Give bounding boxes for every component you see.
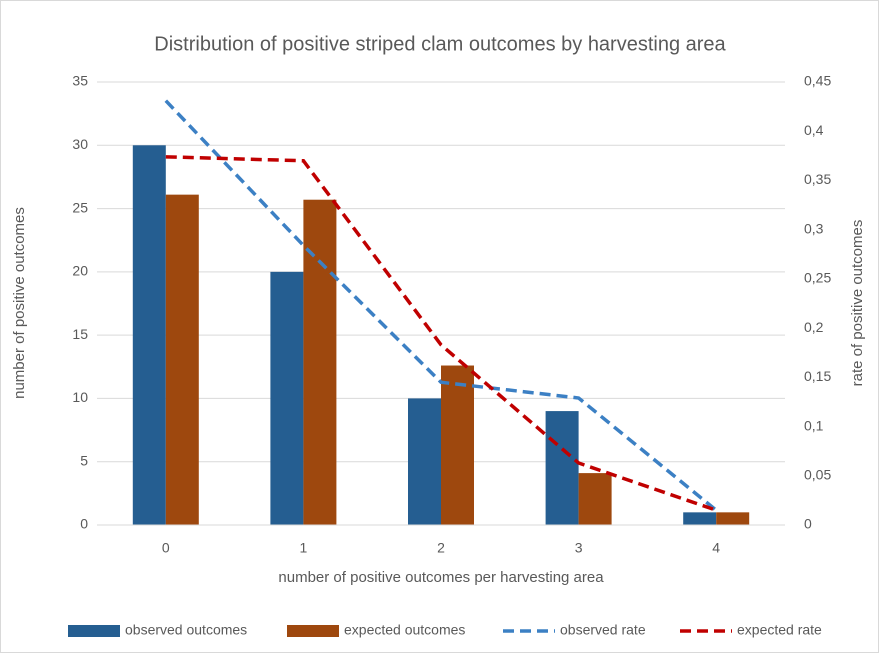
bar bbox=[270, 271, 304, 525]
y2-axis-label: rate of positive outcomes bbox=[849, 220, 866, 387]
y2-tick-label: 0,35 bbox=[804, 171, 831, 187]
y2-tick-label: 0,3 bbox=[804, 220, 824, 236]
line-series bbox=[165, 155, 717, 512]
bar bbox=[165, 194, 199, 526]
y-tick-label: 35 bbox=[72, 73, 88, 89]
chart-title: Distribution of positive striped clam ou… bbox=[154, 33, 726, 55]
legend-label: observed rate bbox=[560, 622, 646, 638]
y2-tick-label: 0,05 bbox=[804, 466, 831, 482]
bar bbox=[408, 398, 441, 525]
x-tick-label: 2 bbox=[437, 540, 445, 556]
y2-tick-label: 0 bbox=[804, 516, 812, 532]
legend-label: observed outcomes bbox=[125, 622, 247, 638]
bar bbox=[545, 411, 579, 525]
bar bbox=[716, 512, 750, 525]
bar bbox=[683, 512, 717, 525]
x-tick-label: 4 bbox=[712, 540, 720, 556]
bar bbox=[441, 365, 474, 525]
y-tick-label: 20 bbox=[72, 263, 88, 279]
y2-tick-label: 0,25 bbox=[804, 270, 831, 286]
y-tick-label: 5 bbox=[80, 452, 88, 468]
bar bbox=[578, 473, 612, 525]
x-tick-label: 0 bbox=[162, 540, 170, 556]
legend-label: expected outcomes bbox=[344, 622, 465, 638]
bar bbox=[303, 199, 337, 525]
y2-tick-label: 0,1 bbox=[804, 417, 824, 433]
y2-tick-label: 0,2 bbox=[804, 319, 824, 335]
y-tick-label: 15 bbox=[72, 326, 88, 342]
y-tick-label: 10 bbox=[72, 389, 88, 405]
x-tick-label: 3 bbox=[575, 540, 583, 556]
y2-tick-label: 0,4 bbox=[804, 122, 824, 138]
y-tick-label: 30 bbox=[72, 136, 88, 152]
y-axis-label: number of positive outcomes bbox=[11, 207, 28, 399]
line-series bbox=[164, 99, 718, 512]
y-tick-label: 0 bbox=[80, 516, 88, 532]
legend-label: expected rate bbox=[737, 622, 822, 638]
y2-tick-label: 0,45 bbox=[804, 73, 831, 89]
legend-swatch bbox=[287, 625, 339, 637]
y-tick-label: 25 bbox=[72, 199, 88, 215]
bar bbox=[132, 145, 166, 526]
y2-tick-label: 0,15 bbox=[804, 368, 831, 384]
x-axis-label: number of positive outcomes per harvesti… bbox=[278, 569, 604, 586]
x-tick-label: 1 bbox=[300, 540, 308, 556]
legend-swatch bbox=[68, 625, 120, 637]
